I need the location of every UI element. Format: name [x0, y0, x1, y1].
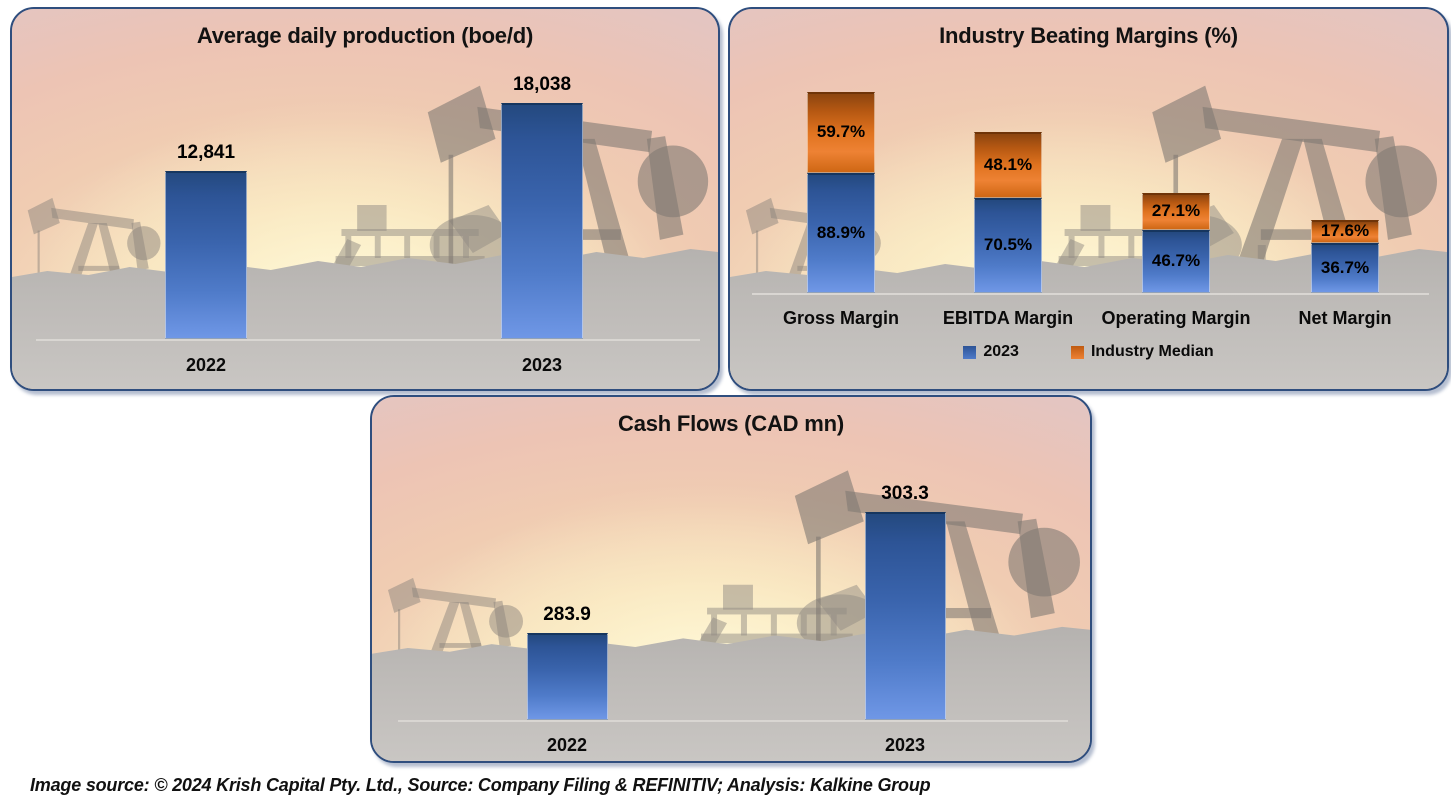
- segment-2023-EBITDA Margin: [974, 197, 1042, 293]
- bar-2022: [526, 633, 608, 720]
- category-label-Net Margin: Net Margin: [1298, 308, 1392, 328]
- bar-value-label: 12,841: [176, 141, 236, 163]
- segment-value-label: 48.1%: [983, 155, 1033, 175]
- category-label-2022: 2022: [185, 355, 227, 375]
- legend-label: 2023: [983, 343, 1019, 360]
- segment-value-label: 27.1%: [1151, 201, 1201, 221]
- legend-swatch-blue: [963, 345, 977, 359]
- legend-item-Industry Median: Industry Median: [1070, 343, 1214, 361]
- category-label-EBITDA Margin: EBITDA Margin: [942, 308, 1074, 328]
- bar-value-label: 283.9: [543, 604, 591, 626]
- segment-Industry Median-Net Margin: [1311, 219, 1379, 244]
- x-axis-line: [752, 293, 1429, 295]
- chart-panel-industry-margins: Industry Beating Margins (%) 88.9% 59.7% G…: [728, 7, 1449, 391]
- bar-value-label: 303.3: [881, 482, 929, 504]
- plot-area-production: 12,841 2022 18,038 2023: [12, 9, 718, 389]
- chart-title-margins: Industry Beating Margins (%): [939, 23, 1238, 48]
- plot-area-margins: 88.9% 59.7% Gross Margin 70.5% 48.1% EBITDA M…: [730, 9, 1447, 389]
- chart-title-production: Average daily production (boe/d): [196, 23, 534, 48]
- bar-value-label: 18,038: [512, 73, 572, 95]
- segment-2023-Gross Margin: [807, 172, 875, 293]
- x-axis-line: [398, 720, 1068, 722]
- plot-area-cash-flows: 283.9 2022 303.3 2023: [372, 397, 1090, 761]
- chart-legend: 2023 Industry Median: [730, 343, 1447, 361]
- segment-2023-Net Margin: [1311, 243, 1379, 293]
- legend-label: Industry Median: [1090, 343, 1214, 360]
- segment-value-label: 59.7%: [816, 122, 866, 142]
- category-label-Operating Margin: Operating Margin: [1101, 308, 1251, 328]
- segment-value-label: 88.9%: [816, 222, 866, 242]
- bar-2023: [864, 511, 946, 720]
- segment-Industry Median-Gross Margin: [807, 91, 875, 173]
- category-label-2022: 2022: [546, 735, 588, 755]
- legend-item-2023: 2023: [963, 343, 1019, 361]
- segment-value-label: 70.5%: [983, 235, 1033, 255]
- segment-Industry Median-EBITDA Margin: [974, 132, 1042, 198]
- category-label-Gross Margin: Gross Margin: [782, 308, 900, 328]
- bar-2023: [501, 102, 583, 339]
- category-label-2023: 2023: [521, 355, 563, 375]
- chart-title-cash-flows: Cash Flows (CAD mn): [618, 411, 844, 436]
- legend-swatch-orange: [1070, 345, 1084, 359]
- chart-panel-average-daily-production: Average daily production (boe/d) 12,841 2…: [10, 7, 720, 391]
- segment-value-label: 46.7%: [1151, 251, 1201, 271]
- segment-Industry Median-Operating Margin: [1142, 193, 1210, 230]
- segment-value-label: 17.6%: [1320, 221, 1370, 241]
- segment-value-label: 36.7%: [1320, 258, 1370, 278]
- x-axis-line: [36, 339, 700, 341]
- image-source-caption: Image source: © 2024 Krish Capital Pty. …: [30, 775, 931, 795]
- category-label-2023: 2023: [884, 735, 926, 755]
- chart-panel-cash-flows: Cash Flows (CAD mn) 283.9 2022 303.3 2023: [370, 395, 1092, 763]
- bar-2022: [165, 170, 247, 339]
- segment-2023-Operating Margin: [1142, 229, 1210, 293]
